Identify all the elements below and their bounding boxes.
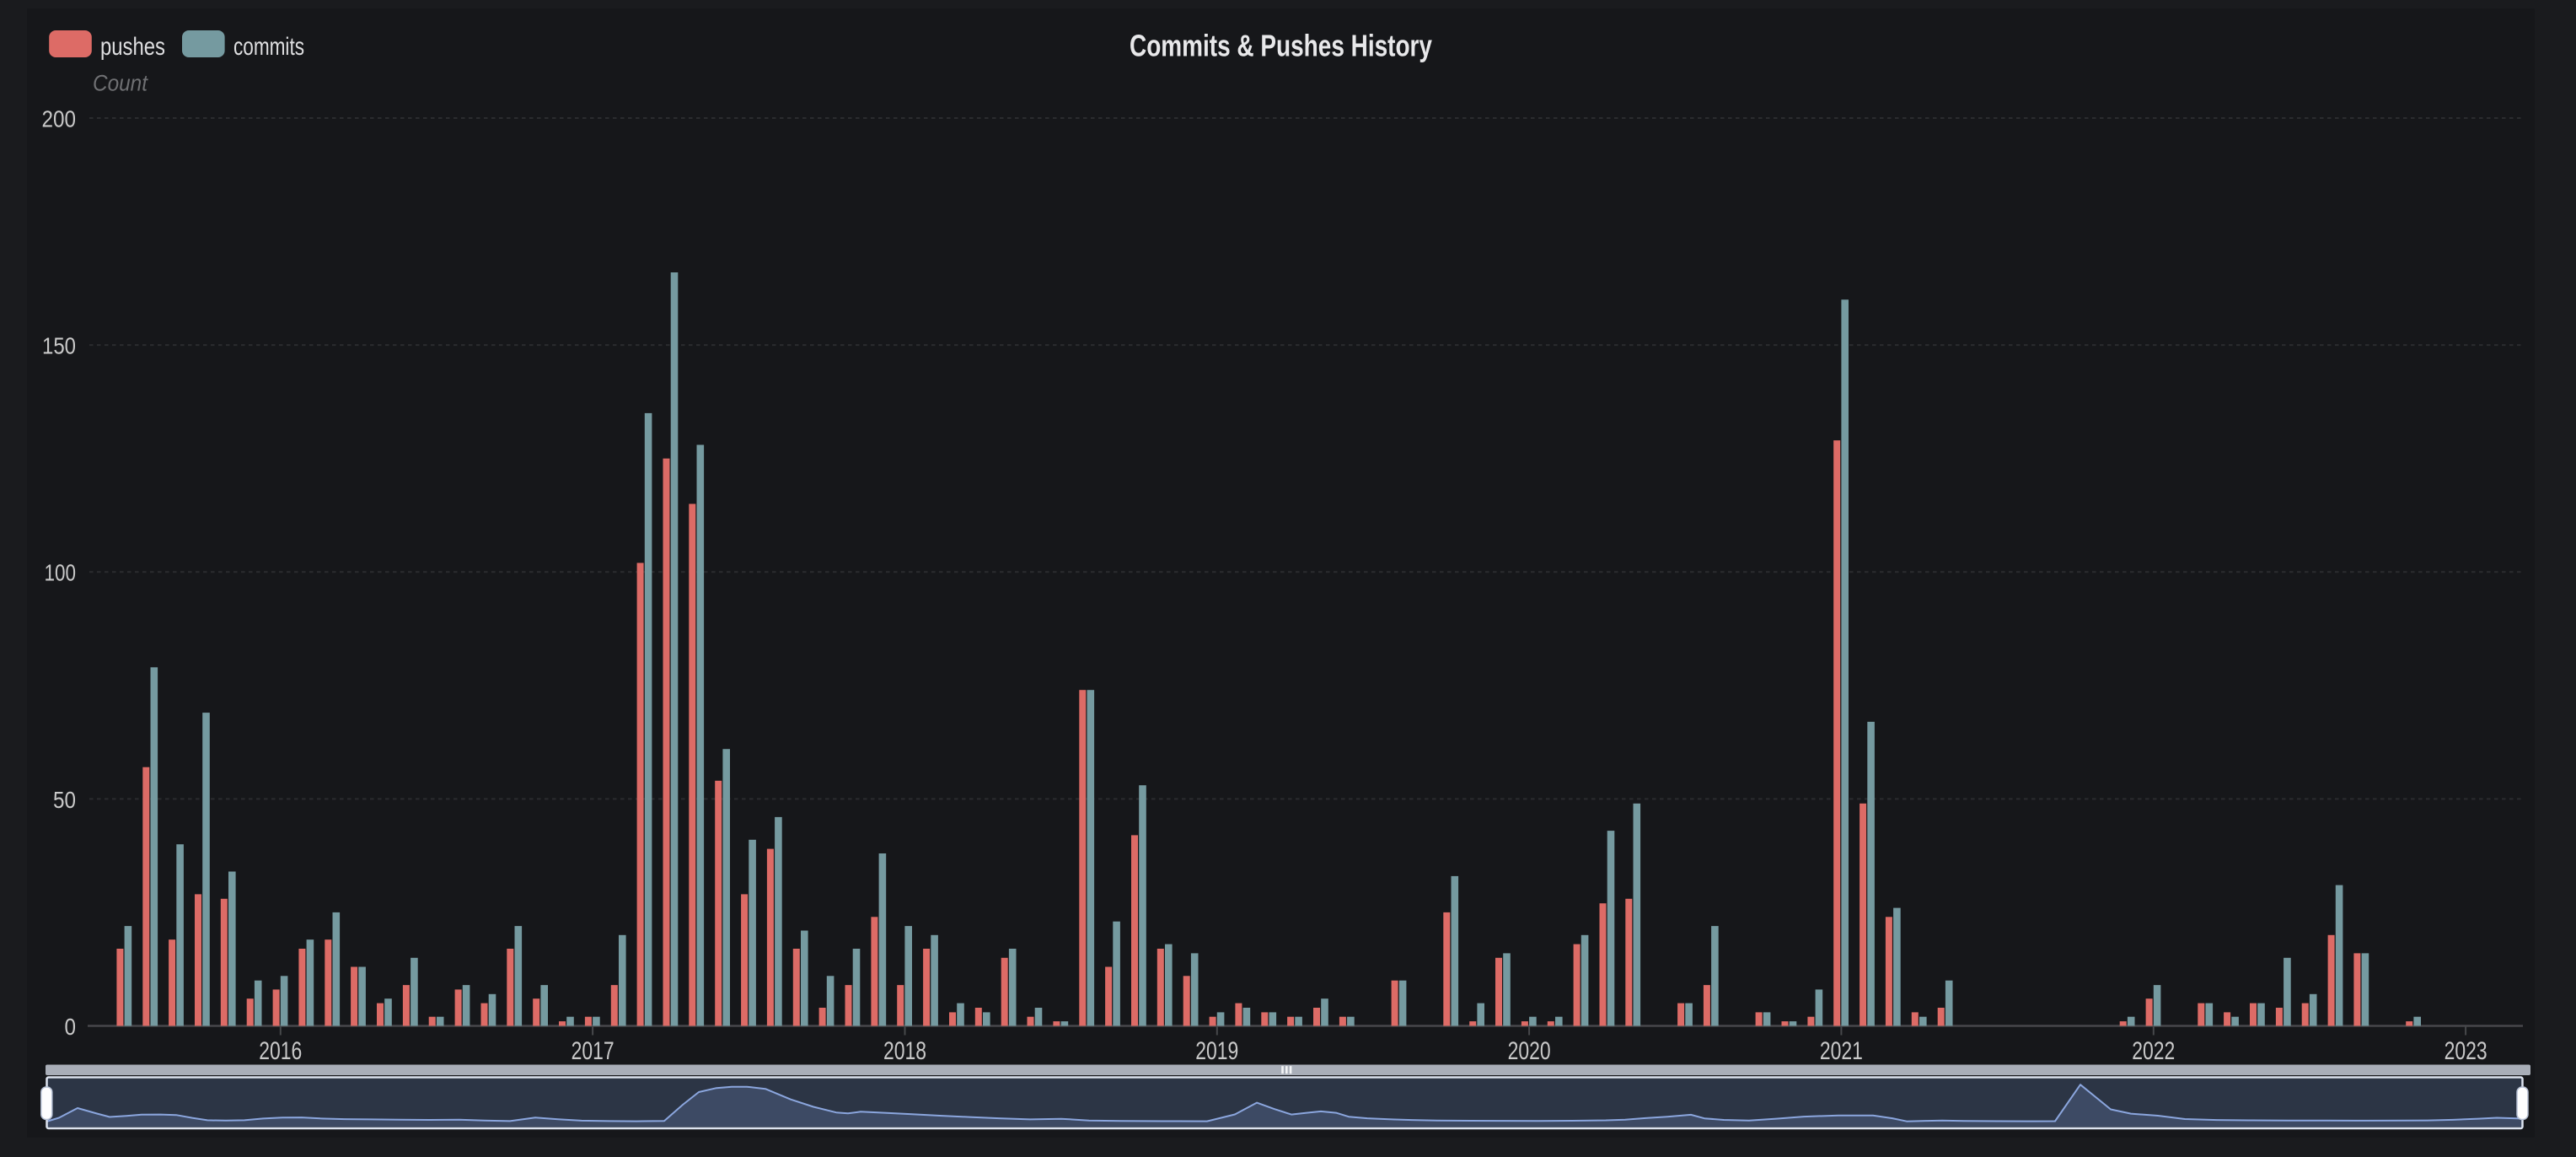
svg-text:pushes: pushes <box>100 33 165 61</box>
svg-text:2016: 2016 <box>259 1037 302 1065</box>
svg-text:150: 150 <box>42 333 76 359</box>
svg-text:100: 100 <box>45 560 77 586</box>
svg-text:2023: 2023 <box>2445 1037 2487 1065</box>
svg-text:2017: 2017 <box>572 1037 614 1065</box>
svg-text:2021: 2021 <box>1820 1037 1863 1065</box>
svg-text:Commits & Pushes History: Commits & Pushes History <box>1130 29 1432 63</box>
svg-text:Count: Count <box>93 71 148 96</box>
svg-text:200: 200 <box>42 105 77 132</box>
svg-text:2022: 2022 <box>2132 1037 2175 1065</box>
svg-text:2020: 2020 <box>1508 1037 1551 1065</box>
svg-text:0: 0 <box>65 1014 77 1040</box>
svg-text:commits: commits <box>233 33 304 61</box>
svg-text:50: 50 <box>53 787 76 813</box>
svg-text:2019: 2019 <box>1195 1037 1238 1065</box>
svg-text:2018: 2018 <box>883 1037 926 1065</box>
